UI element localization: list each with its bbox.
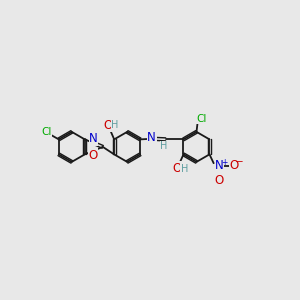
Text: N: N — [89, 133, 98, 146]
Text: O: O — [89, 148, 98, 161]
Text: O: O — [215, 174, 224, 187]
Text: Cl: Cl — [196, 114, 207, 124]
Text: H: H — [160, 141, 167, 151]
Text: O: O — [230, 159, 239, 172]
Text: H: H — [111, 120, 118, 130]
Text: Cl: Cl — [41, 127, 52, 137]
Text: −: − — [236, 158, 244, 167]
Text: H: H — [181, 164, 188, 174]
Text: O: O — [103, 119, 113, 132]
Text: O: O — [172, 162, 182, 175]
Text: N: N — [147, 131, 156, 144]
Text: +: + — [221, 158, 228, 167]
Text: N: N — [215, 159, 224, 172]
